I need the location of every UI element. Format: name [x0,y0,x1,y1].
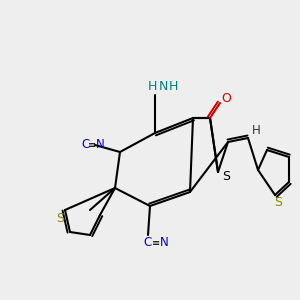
Text: N: N [158,80,168,94]
Text: H: H [168,80,178,94]
Text: ≡: ≡ [152,238,160,248]
Text: S: S [222,170,230,184]
Text: O: O [221,92,231,104]
Text: H: H [147,80,157,94]
Text: N: N [160,236,168,250]
Text: C: C [144,236,152,250]
Text: H: H [252,124,260,136]
Text: S: S [274,196,282,209]
Text: ≡: ≡ [88,140,96,150]
Text: C: C [81,139,89,152]
Text: N: N [96,139,104,152]
Text: S: S [56,212,64,224]
